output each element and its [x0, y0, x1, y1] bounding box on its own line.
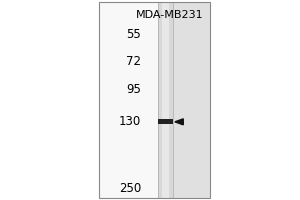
Bar	[162, 2, 170, 198]
Bar	[99, 2, 210, 198]
Text: 72: 72	[126, 55, 141, 68]
Bar	[99, 2, 160, 198]
Bar	[160, 2, 210, 198]
Text: 250: 250	[119, 182, 141, 195]
Text: 95: 95	[126, 83, 141, 96]
Bar	[158, 119, 173, 124]
Text: MDA-MB231: MDA-MB231	[136, 10, 203, 20]
Text: 130: 130	[119, 115, 141, 128]
Bar	[158, 2, 173, 198]
Polygon shape	[175, 119, 183, 125]
Text: 55: 55	[126, 28, 141, 41]
